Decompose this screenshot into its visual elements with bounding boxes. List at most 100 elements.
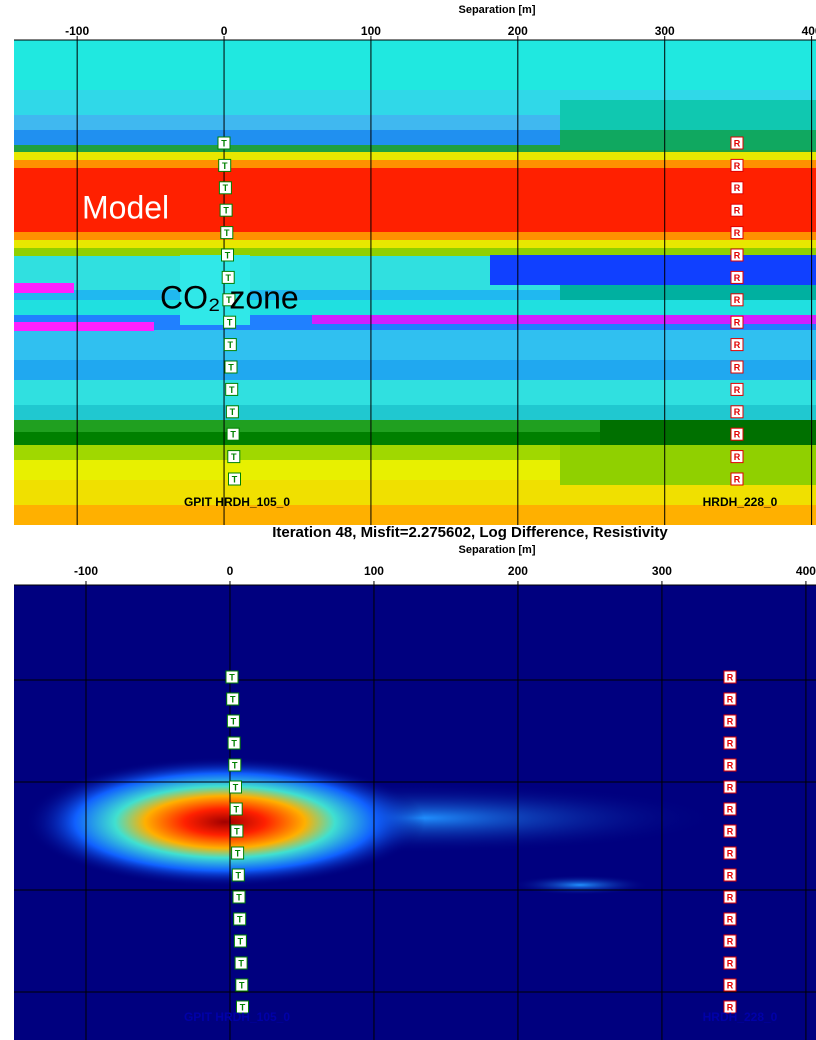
marker-box — [723, 978, 737, 992]
marker-box — [730, 405, 744, 419]
marker-box — [723, 846, 737, 860]
marker-box — [225, 382, 239, 396]
heat-band — [14, 380, 816, 405]
annotation: CO₂ zone — [160, 279, 299, 315]
marker-label: T — [237, 914, 243, 924]
marker-box — [232, 890, 246, 904]
marker-box — [231, 868, 245, 882]
heat-band — [14, 330, 816, 360]
marker-box — [730, 136, 744, 150]
marker-box — [723, 780, 737, 794]
well-label: HRDH_228_0 — [703, 495, 778, 509]
marker-box — [730, 293, 744, 307]
marker-label: T — [229, 385, 235, 395]
marker-label: T — [229, 672, 235, 682]
heat-band — [14, 405, 816, 420]
marker-label: R — [727, 694, 734, 704]
marker-label: R — [734, 430, 741, 440]
marker-box — [723, 824, 737, 838]
marker-box — [730, 270, 744, 284]
marker-box — [221, 248, 234, 262]
marker-label: T — [238, 936, 244, 946]
marker-label: R — [727, 870, 734, 880]
marker-label: R — [727, 848, 734, 858]
marker-label: T — [236, 870, 242, 880]
marker-label: T — [226, 295, 232, 305]
heat-patch — [560, 130, 816, 150]
heat-blob — [25, 757, 425, 887]
marker-label: R — [727, 826, 734, 836]
marker-label: T — [240, 1002, 246, 1012]
heat-patch — [560, 285, 816, 300]
marker-box — [723, 912, 737, 926]
marker-box — [730, 315, 744, 329]
marker-box — [730, 226, 744, 240]
marker-box — [730, 338, 744, 352]
marker-label: T — [236, 892, 242, 902]
marker-box — [233, 912, 247, 926]
x-tick-label: 100 — [361, 24, 381, 38]
x-tick-label: 0 — [227, 564, 234, 578]
marker-box — [224, 360, 238, 374]
marker-box — [730, 360, 744, 374]
marker-box — [217, 136, 231, 150]
marker-box — [235, 978, 249, 992]
marker-box — [730, 158, 744, 172]
marker-label: T — [234, 826, 240, 836]
x-tick-label: 300 — [652, 564, 672, 578]
marker-label: R — [727, 672, 734, 682]
marker-label: R — [727, 782, 734, 792]
heat-band — [14, 232, 816, 240]
marker-label: R — [734, 362, 741, 372]
marker-label: T — [224, 228, 230, 238]
marker-label: T — [233, 782, 239, 792]
marker-box — [723, 736, 737, 750]
marker-label: R — [727, 804, 734, 814]
heat-band — [14, 168, 816, 232]
marker-label: R — [734, 206, 741, 216]
marker-box — [228, 472, 241, 486]
marker-label: R — [734, 228, 741, 238]
marker-box — [230, 824, 244, 838]
marker-box — [229, 802, 243, 816]
marker-box — [723, 956, 737, 970]
marker-box — [730, 382, 744, 396]
marker-label: T — [230, 407, 236, 417]
marker-label: T — [228, 340, 234, 350]
marker-label: R — [734, 161, 741, 171]
marker-box — [723, 714, 737, 728]
marker-box — [229, 780, 242, 794]
marker-box — [730, 248, 744, 262]
marker-label: T — [221, 138, 227, 148]
marker-box — [226, 692, 240, 706]
heat-band — [14, 240, 816, 248]
marker-box — [221, 270, 235, 284]
marker-label: T — [230, 694, 236, 704]
marker-label: R — [734, 340, 741, 350]
x-tick-label: 200 — [508, 564, 528, 578]
marker-label: R — [734, 273, 741, 283]
marker-box — [227, 736, 241, 750]
marker-label: R — [734, 250, 741, 260]
heat-patch — [600, 420, 816, 445]
marker-label: R — [727, 1002, 734, 1012]
marker-box — [730, 472, 744, 486]
heat-patch — [560, 100, 816, 130]
marker-box — [219, 203, 233, 217]
heat-patch — [490, 255, 816, 285]
annotation: Model — [82, 189, 169, 225]
marker-label: R — [727, 760, 734, 770]
heat-band — [14, 505, 816, 525]
panel — [14, 585, 816, 1040]
marker-label: T — [223, 206, 229, 216]
x-tick-label: 400 — [796, 564, 816, 578]
heat-band — [14, 290, 816, 300]
marker-label: T — [235, 848, 241, 858]
marker-box — [233, 934, 247, 948]
marker-label: T — [223, 183, 229, 193]
heat-band — [14, 360, 816, 380]
marker-label: T — [239, 980, 245, 990]
heat-band — [14, 152, 816, 160]
chart-title: Iteration 48, Misfit=2.275602, Log Diffe… — [272, 524, 668, 541]
marker-box — [236, 1000, 249, 1014]
